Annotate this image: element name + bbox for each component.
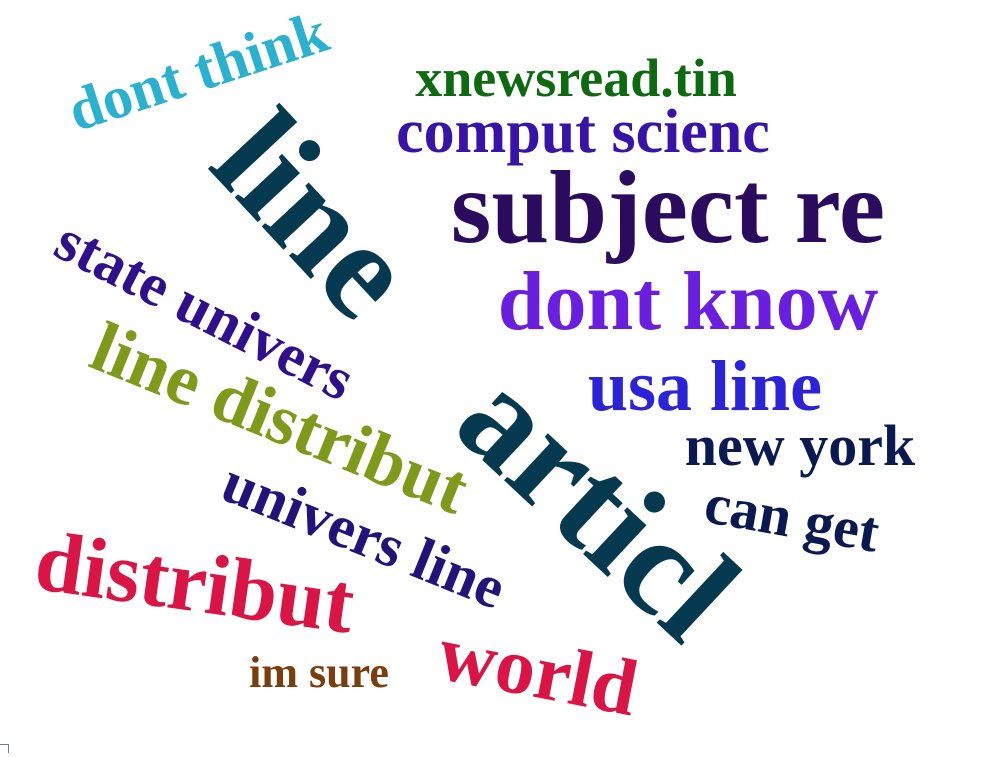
corner-mark: [0, 744, 9, 753]
word-dont-know: dont know: [497, 255, 879, 348]
word-new-york: new york: [684, 413, 916, 478]
word-xnewsread-tin: xnewsread.tin: [415, 48, 737, 108]
word-subject-re: subject re: [450, 150, 886, 265]
word-comput-scienc: comput scienc: [396, 98, 770, 166]
word-world: world: [431, 608, 645, 734]
word-usa-line: usa line: [587, 346, 823, 426]
word-im-sure: im sure: [249, 648, 389, 697]
